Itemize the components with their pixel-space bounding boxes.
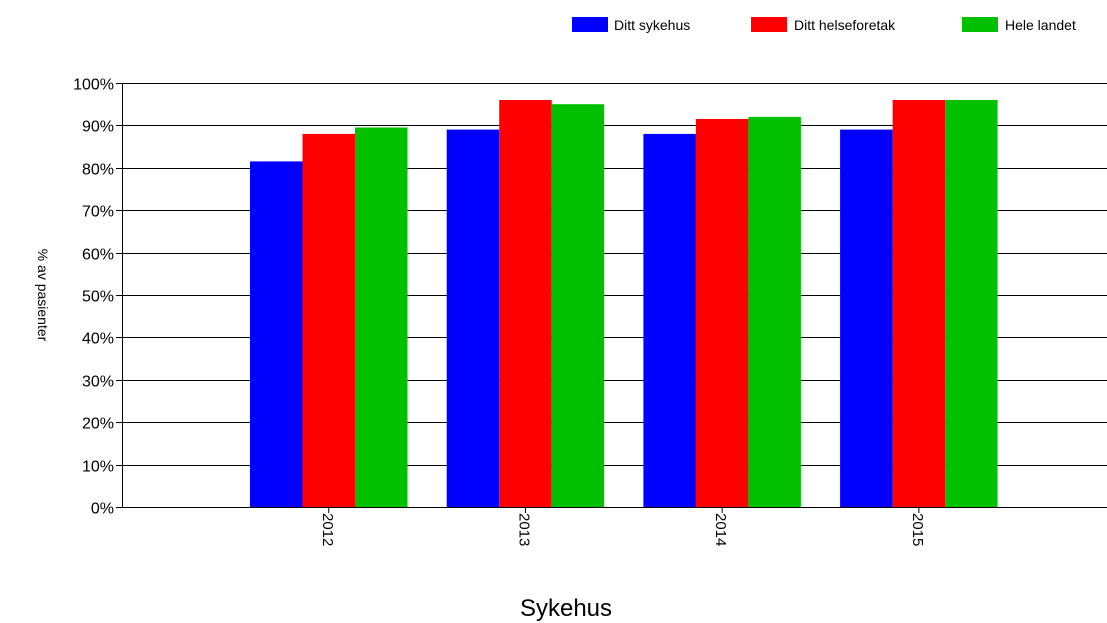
y-tick-label: 90% [82,119,114,136]
x-tick-label: 2014 [712,513,729,546]
bar-2012-2 [355,127,408,507]
bar-2015-0 [840,129,893,507]
y-tick-label: 60% [82,247,114,264]
bar-2014-0 [643,133,696,507]
y-axis-label: % av pasienter [35,249,51,342]
bars [250,100,998,508]
legend-swatch [962,17,998,32]
y-tick-labels: 0% 10% 20% 30% 40% 50% 60% 70% 80% 90% 100% [73,77,114,518]
legend-swatch [572,17,608,32]
legend: Ditt sykehus Ditt helseforetak Hele landet [572,17,1076,33]
x-tick-label: 2012 [319,513,336,546]
legend-label: Ditt helseforetak [794,17,896,33]
x-tick-label: 2013 [515,513,532,546]
y-tick-label: 0% [91,501,114,518]
bar-2014-1 [695,119,749,507]
bar-2015-2 [945,100,998,507]
y-tick-label: 70% [82,204,114,221]
bar-2012-1 [302,133,355,507]
bar-2013-2 [551,104,605,507]
legend-label: Hele landet [1005,17,1076,33]
y-tick-label: 80% [82,162,114,179]
x-tick-labels: 2012 2013 2014 2015 [319,513,926,546]
y-tick-label: 100% [73,77,114,94]
legend-label: Ditt sykehus [614,17,690,33]
axes [122,83,1107,513]
bar-2012-0 [250,161,303,507]
x-axis-label: Sykehus [520,595,612,622]
y-tick-label: 30% [82,374,114,391]
y-tick-label: 20% [82,416,114,433]
y-tick-label: 50% [82,289,114,306]
x-tick-label: 2015 [909,513,926,546]
legend-swatch [751,17,787,32]
y-tick-label: 40% [82,331,114,348]
y-tick-label: 10% [82,459,114,476]
bar-2014-2 [748,116,801,508]
bar-2013-1 [499,100,552,507]
bar-2015-1 [892,100,946,507]
bar-2013-0 [446,129,500,507]
